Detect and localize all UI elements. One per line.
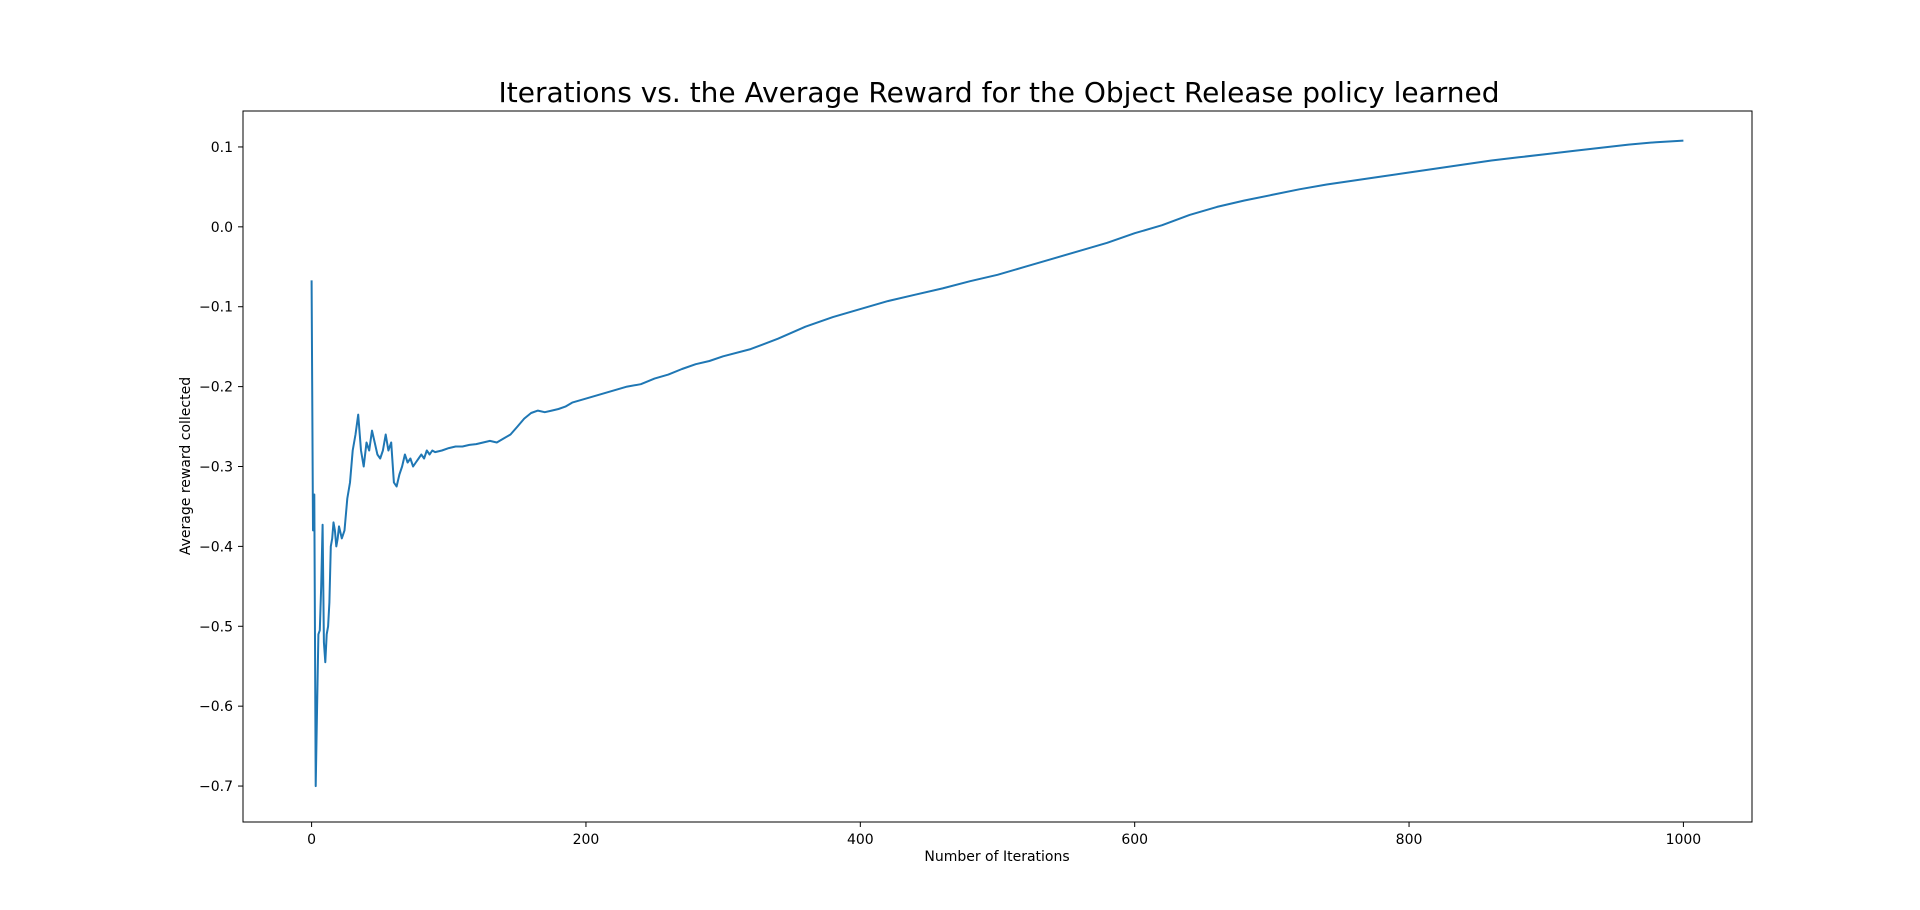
y-tick-label: −0.1 (199, 300, 233, 316)
y-tick-label: −0.7 (199, 779, 233, 795)
x-axis-label: Number of Iterations (924, 849, 1069, 865)
chart-title: Iterations vs. the Average Reward for th… (498, 76, 1499, 109)
y-axis-label: Average reward collected (178, 377, 194, 555)
series-line (310, 139, 1684, 788)
y-axis: −0.7 −0.6 −0.5 −0.4 −0.3 −0.2 −0.1 0.0 0.1 (199, 140, 243, 795)
y-tick-label: −0.2 (199, 380, 233, 396)
y-tick-label: −0.5 (199, 619, 233, 635)
plot-area (243, 111, 1752, 822)
plot-frame (242, 110, 1753, 823)
x-tick-label: 400 (847, 832, 874, 848)
y-tick-label: −0.3 (199, 460, 233, 476)
x-tick-label: 600 (1121, 832, 1148, 848)
y-tick-label: 0.0 (211, 220, 233, 236)
y-tick-label: −0.6 (199, 699, 233, 715)
y-tick-label: 0.1 (211, 140, 233, 156)
x-tick-label: 1000 (1666, 832, 1702, 848)
x-tick-label: 800 (1396, 832, 1423, 848)
x-tick-label: 0 (307, 832, 316, 848)
x-axis: 0 200 400 600 800 1000 (307, 822, 1701, 848)
y-tick-label: −0.4 (199, 539, 233, 555)
x-tick-label: 200 (573, 832, 600, 848)
